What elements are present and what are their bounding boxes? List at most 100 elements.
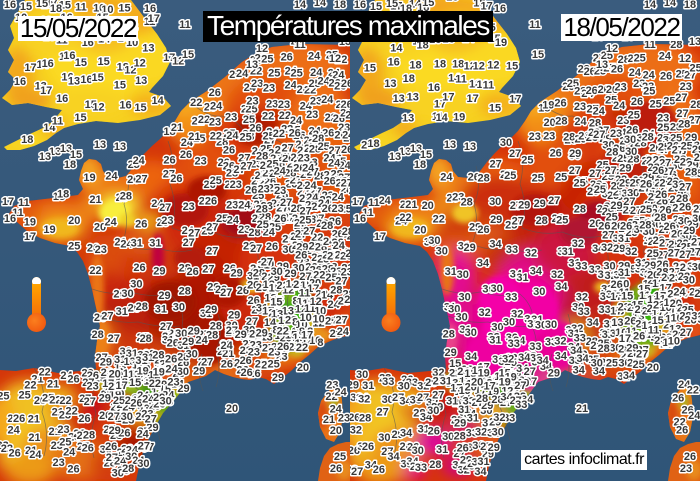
svg-text:27: 27 [684, 70, 696, 82]
svg-text:29: 29 [619, 178, 631, 190]
svg-text:29: 29 [599, 133, 611, 145]
svg-text:30: 30 [603, 261, 615, 273]
svg-text:26: 26 [672, 329, 684, 341]
svg-text:12: 12 [134, 57, 146, 69]
svg-text:28: 28 [648, 162, 660, 174]
svg-text:30: 30 [159, 395, 171, 407]
svg-text:22: 22 [262, 111, 274, 123]
svg-text:27: 27 [480, 441, 492, 453]
svg-text:16: 16 [80, 74, 92, 86]
svg-text:13: 13 [446, 0, 458, 4]
svg-text:31: 31 [524, 313, 536, 325]
svg-text:34: 34 [365, 460, 378, 472]
svg-text:26: 26 [237, 285, 249, 297]
svg-text:33: 33 [529, 341, 541, 353]
svg-text:34: 34 [400, 428, 413, 440]
svg-text:13: 13 [94, 139, 106, 151]
svg-text:25: 25 [0, 391, 10, 403]
svg-text:14: 14 [43, 122, 56, 134]
svg-text:11: 11 [455, 73, 467, 85]
svg-text:10: 10 [312, 313, 324, 325]
svg-text:15: 15 [134, 102, 146, 114]
svg-text:16: 16 [354, 213, 366, 225]
svg-text:30: 30 [625, 146, 637, 158]
svg-text:14: 14 [292, 326, 305, 338]
svg-text:23: 23 [194, 156, 206, 168]
svg-text:15: 15 [652, 315, 664, 327]
svg-text:30: 30 [175, 328, 187, 340]
svg-text:27: 27 [509, 148, 521, 160]
svg-text:30: 30 [490, 283, 502, 295]
svg-text:29: 29 [425, 377, 437, 389]
svg-text:25: 25 [640, 204, 652, 216]
svg-text:21: 21 [114, 237, 126, 249]
svg-text:29: 29 [277, 261, 289, 273]
svg-text:25: 25 [199, 195, 211, 207]
svg-text:21: 21 [28, 413, 40, 425]
svg-text:22: 22 [279, 110, 291, 122]
svg-text:30: 30 [569, 150, 581, 162]
svg-text:29: 29 [627, 358, 639, 370]
svg-text:12: 12 [652, 278, 664, 290]
svg-text:23: 23 [654, 335, 666, 347]
svg-text:19: 19 [453, 112, 465, 124]
svg-text:32: 32 [625, 246, 637, 258]
svg-text:23: 23 [238, 224, 250, 236]
svg-text:26: 26 [87, 370, 99, 382]
svg-text:31: 31 [568, 257, 580, 269]
svg-text:25: 25 [152, 393, 164, 405]
svg-text:13: 13 [135, 75, 147, 87]
svg-text:17: 17 [163, 52, 175, 64]
svg-text:28: 28 [172, 368, 184, 380]
svg-text:22: 22 [24, 380, 36, 392]
svg-text:29: 29 [228, 309, 240, 321]
svg-text:14: 14 [390, 43, 403, 55]
svg-text:31: 31 [458, 241, 470, 253]
svg-text:22: 22 [65, 406, 77, 418]
svg-text:25: 25 [216, 213, 228, 225]
svg-text:27: 27 [659, 157, 671, 169]
svg-text:12: 12 [642, 329, 654, 341]
svg-text:26: 26 [348, 412, 360, 424]
svg-text:27: 27 [328, 145, 340, 157]
svg-text:28: 28 [321, 220, 333, 232]
svg-text:26: 26 [240, 367, 252, 379]
svg-text:26: 26 [330, 463, 342, 475]
svg-text:28: 28 [340, 184, 352, 196]
svg-text:31: 31 [618, 267, 630, 279]
svg-text:34: 34 [420, 411, 433, 423]
svg-text:13: 13 [643, 279, 655, 291]
svg-text:24: 24 [332, 70, 345, 82]
svg-text:27: 27 [376, 406, 388, 418]
svg-text:26: 26 [292, 240, 304, 252]
svg-text:15: 15 [59, 0, 71, 12]
svg-text:29: 29 [615, 174, 627, 186]
svg-text:24: 24 [593, 106, 606, 118]
svg-text:26: 26 [651, 208, 663, 220]
svg-text:28: 28 [477, 173, 489, 185]
svg-text:28: 28 [117, 465, 129, 477]
svg-text:30: 30 [112, 468, 124, 480]
svg-text:28: 28 [330, 169, 342, 181]
svg-text:25: 25 [555, 172, 567, 184]
svg-text:26: 26 [693, 212, 700, 224]
svg-text:29: 29 [207, 282, 219, 294]
svg-text:34: 34 [406, 456, 419, 468]
svg-text:26: 26 [135, 219, 147, 231]
svg-text:30: 30 [694, 140, 700, 152]
svg-text:25: 25 [606, 212, 618, 224]
svg-text:27: 27 [84, 396, 96, 408]
svg-text:26: 26 [613, 143, 625, 155]
svg-text:29: 29 [162, 331, 174, 343]
svg-text:28: 28 [611, 181, 623, 193]
svg-text:34: 34 [587, 317, 600, 329]
svg-text:24: 24 [238, 199, 251, 211]
svg-text:23: 23 [297, 257, 309, 269]
svg-text:32: 32 [358, 394, 370, 406]
svg-text:11: 11 [651, 328, 663, 340]
svg-text:26: 26 [684, 315, 696, 327]
svg-text:25: 25 [597, 160, 609, 172]
svg-text:28: 28 [627, 348, 639, 360]
svg-text:30: 30 [672, 179, 684, 191]
svg-text:25: 25 [643, 85, 655, 97]
